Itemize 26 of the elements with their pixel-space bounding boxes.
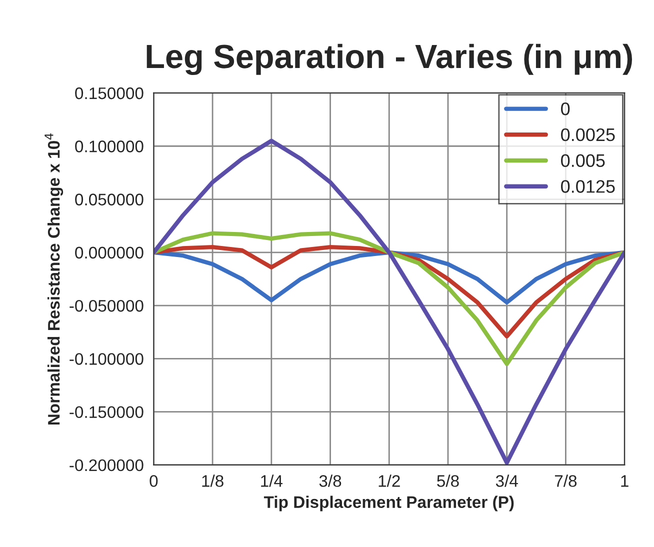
- y-tick-label: -0.200000: [70, 459, 144, 472]
- line-series: [154, 250, 625, 304]
- x-tick-label: 1/4: [261, 474, 283, 487]
- y-tick-label: 0.050000: [75, 194, 144, 206]
- y-tick-label: 0.150000: [75, 87, 144, 100]
- y-tick-label: 0.000000: [75, 246, 144, 259]
- y-axis-title: Normalized Resistance Change x 10$^{4}$: [44, 133, 64, 425]
- x-tick-label: 7/8: [554, 474, 577, 487]
- y-tick-label: -0.150000: [70, 406, 144, 418]
- y-tick-label: 0.100000: [75, 140, 144, 152]
- x-tick-label: 1/2: [378, 474, 400, 487]
- chart-title: Leg Separation - Varies (in μm): [146, 44, 632, 76]
- legend-label: 0.005: [561, 154, 605, 167]
- x-tick-label: 0: [150, 475, 158, 487]
- y-tick-label: -0.050000: [70, 300, 144, 312]
- x-tick-label: 3/4: [496, 474, 518, 487]
- x-axis-title: Tip Displacement Parameter (P): [264, 496, 514, 512]
- y-tick-label: -0.100000: [70, 353, 144, 365]
- x-tick-label: 1: [621, 475, 628, 487]
- line-series: [154, 231, 625, 366]
- legend-label: 0.0125: [561, 180, 615, 193]
- x-tick-label: 1/8: [202, 474, 224, 487]
- legend-label: 0.0025: [561, 128, 615, 142]
- x-tick-label: 3/8: [319, 474, 342, 487]
- legend-label: 0: [561, 102, 570, 116]
- x-tick-label: 5/8: [437, 474, 459, 487]
